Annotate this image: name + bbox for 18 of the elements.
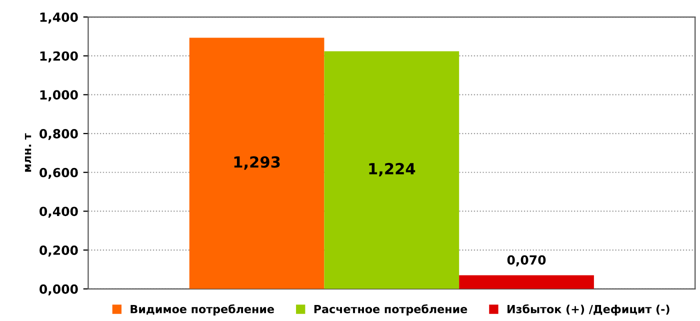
legend-label: Видимое потребление (130, 304, 274, 316)
y-tick-label: 0,600 (40, 168, 78, 179)
y-tick-label: 0,400 (40, 206, 78, 218)
bar (189, 38, 324, 289)
legend-label: Расчетное потребление (314, 304, 468, 316)
y-tick-label: 0,800 (40, 129, 78, 140)
y-tick-label: 1,000 (40, 90, 78, 102)
bar (459, 275, 594, 289)
y-tick-label: 0,000 (40, 284, 78, 296)
y-tick-label: 1,400 (40, 12, 78, 24)
y-tick-label: 1,200 (40, 51, 78, 62)
y-tick-label: 0,200 (40, 246, 78, 257)
bar (324, 51, 460, 289)
data-label: 1,293 (234, 156, 280, 170)
data-label: 1,224 (369, 162, 416, 176)
data-label: 0,070 (507, 255, 546, 266)
legend-label: Избыток (+) /Дефицит (-) (508, 304, 670, 316)
y-axis-title: млн. т (25, 133, 32, 172)
